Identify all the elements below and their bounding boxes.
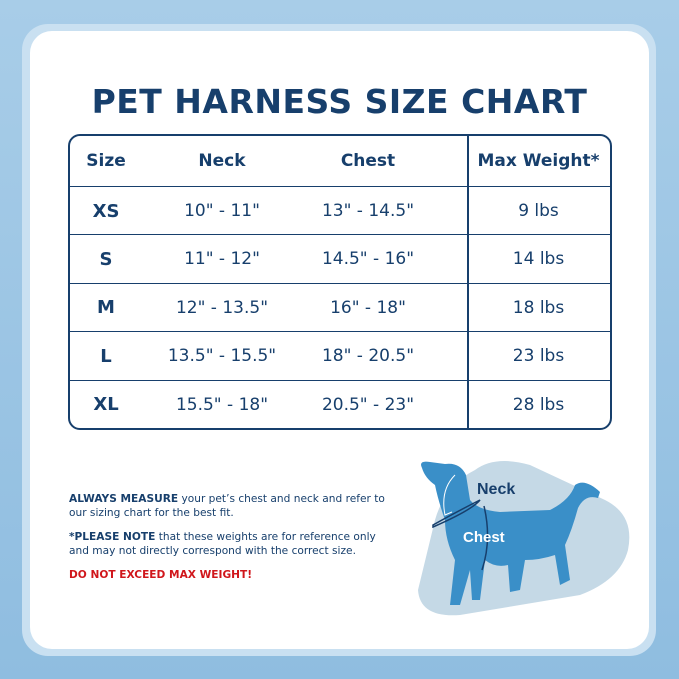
max-weight-warning: DO NOT EXCEED MAX WEIGHT! bbox=[69, 569, 253, 581]
size-cell: XS bbox=[92, 200, 120, 222]
note-text: that these weights are for reference onl… bbox=[69, 531, 376, 557]
header-neck: Neck bbox=[198, 151, 246, 171]
ear-outline bbox=[443, 474, 456, 516]
neck-cell: 15.5" - 18" bbox=[175, 394, 269, 415]
neck-cell: 12" - 13.5" bbox=[175, 297, 269, 318]
measure-text: your pet’s chest and neck and refer to o… bbox=[69, 493, 385, 519]
size-cell: XL bbox=[93, 394, 119, 416]
measure-note: ALWAYS MEASURE your pet’s chest and neck… bbox=[69, 492, 399, 520]
chest-cell: 13" - 14.5" bbox=[321, 201, 415, 221]
table-row: XL 15.5" - 18" 20.5" - 23" 28 lbs bbox=[70, 379, 610, 429]
size-table: Size Neck Chest Max Weight* XS 10" - 11" 1… bbox=[68, 134, 612, 430]
chest-measure-line bbox=[481, 505, 489, 571]
neck-label: Neck bbox=[477, 481, 515, 498]
max-weight-cell: 9 lbs bbox=[518, 201, 559, 221]
table-row: S 11" - 12" 14.5" - 16" 14 lbs bbox=[70, 234, 610, 283]
chest-cell: 20.5" - 23" bbox=[321, 394, 415, 415]
chest-label: Chest bbox=[463, 529, 505, 546]
chest-cell: 14.5" - 16" bbox=[321, 249, 415, 270]
max-weight-cell: 18 lbs bbox=[512, 297, 565, 318]
neck-cell: 11" - 12" bbox=[184, 249, 260, 270]
table-row: L 13.5" - 15.5" 18" - 20.5" 23 lbs bbox=[70, 331, 610, 380]
chest-cell: 16" - 18" bbox=[330, 297, 406, 318]
notes: ALWAYS MEASURE your pet’s chest and neck… bbox=[69, 492, 399, 592]
column-divider bbox=[467, 136, 469, 428]
header-max-weight: Max Weight* bbox=[477, 151, 600, 171]
chest-cell: 18" - 20.5" bbox=[321, 346, 415, 367]
neck-measure-line bbox=[432, 499, 481, 529]
page-title: PET HARNESS SIZE CHART bbox=[91, 82, 588, 121]
table-row: XS 10" - 11" 13" - 14.5" 9 lbs bbox=[70, 186, 610, 235]
dog-measurement-illustration: Neck Chest bbox=[418, 461, 630, 616]
header-chest: Chest bbox=[340, 151, 396, 171]
size-cell: S bbox=[99, 248, 113, 270]
neck-cell: 10" - 11" bbox=[184, 201, 260, 221]
table-row: M 12" - 13.5" 16" - 18" 18 lbs bbox=[70, 282, 610, 332]
neck-cell: 13.5" - 15.5" bbox=[167, 346, 277, 367]
note-bold: *PLEASE NOTE bbox=[69, 531, 156, 543]
max-weight-cell: 28 lbs bbox=[512, 394, 565, 415]
table-header-row: Size Neck Chest Max Weight* bbox=[70, 136, 610, 186]
header-size: Size bbox=[86, 151, 126, 171]
size-cell: M bbox=[97, 297, 115, 319]
measure-bold: ALWAYS MEASURE bbox=[69, 493, 179, 505]
dog-silhouette-icon bbox=[421, 461, 600, 605]
max-weight-cell: 14 lbs bbox=[512, 249, 565, 270]
size-cell: L bbox=[100, 345, 112, 367]
please-note: *PLEASE NOTE that these weights are for … bbox=[69, 530, 399, 558]
max-weight-cell: 23 lbs bbox=[512, 346, 565, 367]
